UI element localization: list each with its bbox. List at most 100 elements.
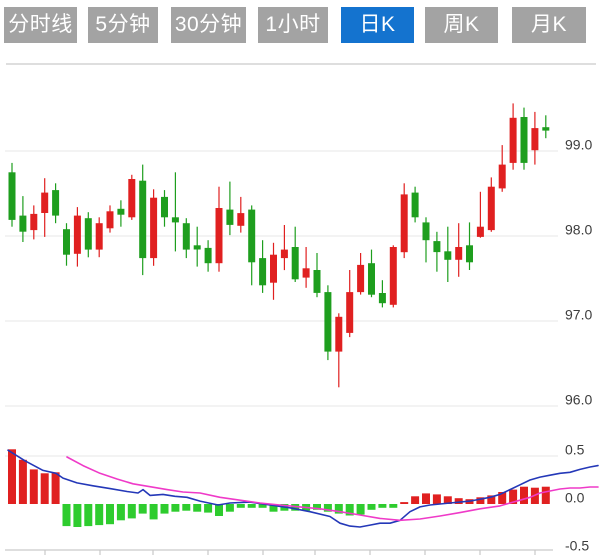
candlestick: [161, 190, 168, 227]
price-axis-label: 98.0: [565, 222, 592, 238]
macd-histogram-bar: [291, 504, 300, 511]
macd-histogram-bar: [171, 504, 180, 512]
price-axis-label: 96.0: [565, 392, 592, 408]
candlestick: [73, 207, 81, 267]
macd-histogram-bar: [432, 494, 441, 504]
macd-histogram-bar: [215, 504, 223, 516]
macd-histogram-bar: [73, 504, 82, 527]
macd-histogram-bar: [367, 504, 376, 510]
candlestick: [8, 162, 16, 227]
macd-histogram-bar: [160, 504, 169, 514]
candlestick: [226, 181, 234, 236]
candlestick: [357, 253, 365, 295]
macd-histogram-bar: [116, 504, 125, 521]
tab-monthly-k[interactable]: 月K: [512, 7, 586, 43]
macd-histogram-bar: [204, 504, 213, 513]
macd-histogram-bar: [411, 496, 420, 504]
candlestick: [520, 107, 528, 170]
candlestick: [270, 242, 277, 300]
kline-macd-chart: 99.0 98.0 97.0 96.0 0.5 0.0 -0.5: [5, 63, 599, 555]
macd-histogram-bar: [51, 472, 60, 504]
macd-histogram-bar: [193, 504, 202, 512]
macd-histogram-bar: [323, 504, 332, 512]
candlestick: [324, 285, 332, 361]
candlestick: [433, 231, 441, 272]
macd-dea-line: [66, 456, 599, 522]
macd-histogram-bar: [400, 502, 409, 504]
macd-histogram-bar: [225, 504, 234, 512]
candlestick: [476, 191, 484, 238]
macd-histogram-bar: [509, 489, 518, 504]
candlestick: [117, 200, 125, 227]
candlestick: [302, 247, 310, 288]
macd-histogram-bar: [422, 493, 430, 504]
candlestick: [487, 177, 495, 232]
candlestick: [259, 240, 267, 293]
candlestick: [215, 186, 223, 272]
macd-histogram-bar: [258, 504, 267, 508]
price-axis-label: 97.0: [565, 307, 592, 323]
candlestick: [171, 172, 179, 252]
macd-histogram-bar: [498, 492, 507, 504]
candlestick: [422, 217, 430, 263]
candlestick: [30, 205, 38, 240]
macd-histogram-bar: [127, 504, 136, 519]
candlestick: [455, 223, 463, 277]
macd-histogram-bar: [247, 504, 256, 508]
tab-30min[interactable]: 30分钟: [171, 7, 246, 43]
macd-histogram-bar: [95, 504, 104, 526]
candlestick: [150, 189, 158, 266]
candlestick: [280, 225, 288, 271]
candlestick: [128, 174, 136, 220]
tab-daily-k[interactable]: 日K: [341, 7, 414, 43]
macd-histogram-bar: [454, 498, 463, 504]
candlestick: [466, 222, 473, 270]
candlestick: [498, 145, 506, 192]
candlestick: [346, 270, 354, 338]
candlestick: [368, 249, 375, 298]
candlestick: [106, 205, 114, 233]
candlestick: [237, 196, 245, 233]
tab-1hour[interactable]: 1小时: [258, 7, 328, 43]
macd-dif-line: [7, 449, 599, 528]
macd-histogram-bar: [18, 459, 27, 504]
macd-axis-label: 0.0: [565, 490, 585, 506]
macd-histogram-bar: [541, 486, 550, 504]
candlestick: [193, 226, 201, 267]
candlestick: [84, 212, 92, 258]
price-axis-label: 99.0: [565, 137, 592, 153]
candlestick: [204, 240, 212, 272]
macd-histogram-bar: [62, 504, 71, 527]
candlestick: [19, 196, 27, 242]
candlestick: [509, 103, 517, 170]
tab-5min[interactable]: 5分钟: [88, 7, 158, 43]
tab-timeshare[interactable]: 分时线: [4, 7, 77, 43]
candlestick: [182, 218, 190, 259]
macd-histogram-bar: [345, 504, 354, 516]
candlestick: [52, 183, 60, 224]
candlestick: [291, 226, 299, 282]
candlestick: [542, 115, 550, 139]
candlestick: [444, 226, 452, 282]
macd-histogram-bar: [389, 504, 398, 508]
tab-weekly-k[interactable]: 周K: [425, 7, 498, 43]
candlestick: [41, 178, 49, 237]
candlestick: [389, 245, 397, 308]
macd-histogram-bar: [182, 504, 191, 511]
candlestick: [313, 253, 321, 298]
macd-histogram-bar: [106, 504, 114, 525]
macd-histogram-bar: [8, 449, 16, 504]
macd-histogram-bar: [520, 486, 528, 504]
candlestick: [95, 217, 103, 258]
timeframe-tabbar: 分时线 5分钟 30分钟 1小时 日K 周K 月K: [0, 0, 601, 55]
macd-histogram-bar: [29, 469, 38, 504]
candlestick: [531, 111, 539, 165]
macd-histogram-bar: [40, 473, 49, 504]
macd-axis-label: 0.5: [565, 442, 585, 458]
macd-histogram-bar: [84, 504, 93, 527]
candlestick: [400, 183, 408, 259]
candlestick: [411, 186, 419, 223]
macd-histogram-bar: [378, 504, 387, 508]
macd-histogram-bar: [269, 504, 278, 512]
macd-histogram-bar: [334, 504, 343, 514]
